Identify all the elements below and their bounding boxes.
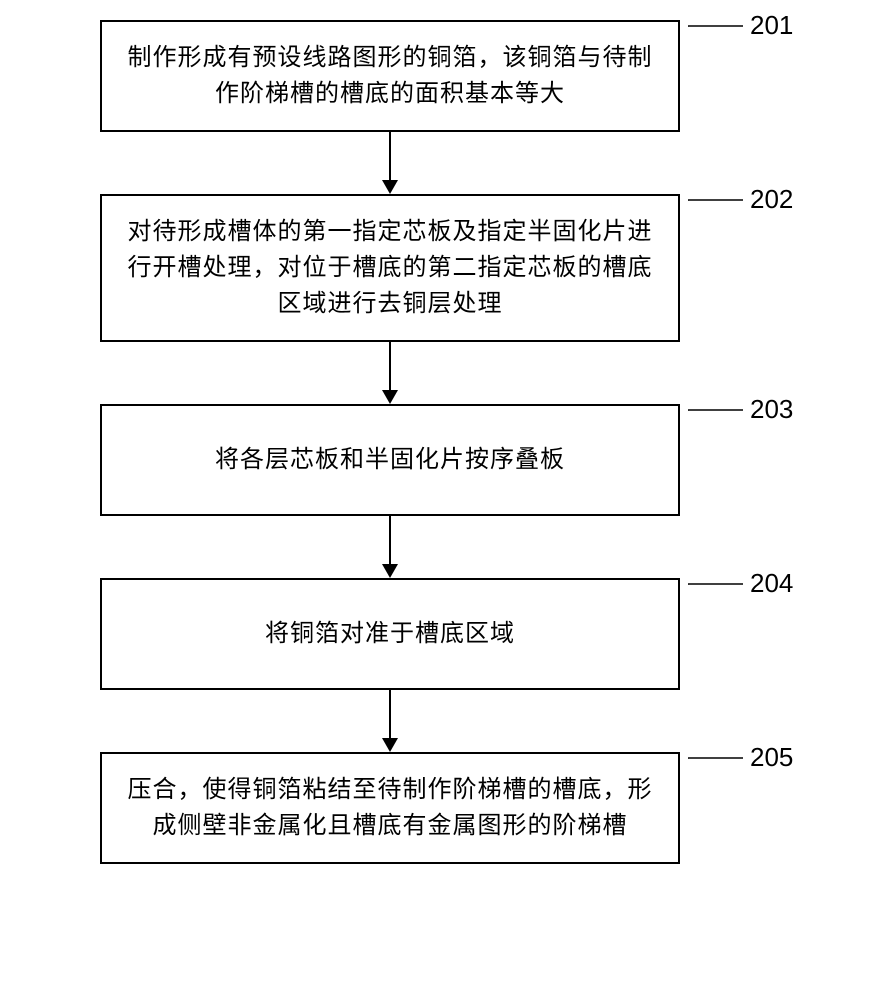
arrow-head <box>382 738 398 752</box>
step-text: 将各层芯板和半固化片按序叠板 <box>126 442 654 478</box>
step-label: 203 <box>750 394 793 425</box>
step-label: 201 <box>750 10 793 41</box>
step-box-203: 将各层芯板和半固化片按序叠板 203 <box>100 404 680 516</box>
step-box-201: 制作形成有预设线路图形的铜箔，该铜箔与待制作阶梯槽的槽底的面积基本等大 201 <box>100 20 680 132</box>
arrow-line <box>389 690 391 738</box>
label-leader-205: 205 <box>688 754 818 794</box>
arrow-line <box>389 342 391 390</box>
arrow-head <box>382 390 398 404</box>
arrow-3 <box>100 516 680 578</box>
step-box-202: 对待形成槽体的第一指定芯板及指定半固化片进行开槽处理，对位于槽底的第二指定芯板的… <box>100 194 680 342</box>
label-leader-204: 204 <box>688 580 818 620</box>
arrow-4 <box>100 690 680 752</box>
arrow-head <box>382 564 398 578</box>
step-text: 制作形成有预设线路图形的铜箔，该铜箔与待制作阶梯槽的槽底的面积基本等大 <box>126 40 654 112</box>
arrow-head <box>382 180 398 194</box>
flowchart-container: 制作形成有预设线路图形的铜箔，该铜箔与待制作阶梯槽的槽底的面积基本等大 201 … <box>60 20 820 864</box>
step-label: 202 <box>750 184 793 215</box>
label-leader-201: 201 <box>688 22 818 62</box>
label-leader-203: 203 <box>688 406 818 446</box>
step-box-205: 压合，使得铜箔粘结至待制作阶梯槽的槽底，形成侧壁非金属化且槽底有金属图形的阶梯槽… <box>100 752 680 864</box>
step-text: 将铜箔对准于槽底区域 <box>126 616 654 652</box>
step-text: 压合，使得铜箔粘结至待制作阶梯槽的槽底，形成侧壁非金属化且槽底有金属图形的阶梯槽 <box>126 772 654 844</box>
arrow-1 <box>100 132 680 194</box>
arrow-line <box>389 132 391 180</box>
step-box-204: 将铜箔对准于槽底区域 204 <box>100 578 680 690</box>
label-leader-202: 202 <box>688 196 818 236</box>
step-label: 204 <box>750 568 793 599</box>
step-label: 205 <box>750 742 793 773</box>
arrow-line <box>389 516 391 564</box>
step-text: 对待形成槽体的第一指定芯板及指定半固化片进行开槽处理，对位于槽底的第二指定芯板的… <box>126 214 654 322</box>
arrow-2 <box>100 342 680 404</box>
